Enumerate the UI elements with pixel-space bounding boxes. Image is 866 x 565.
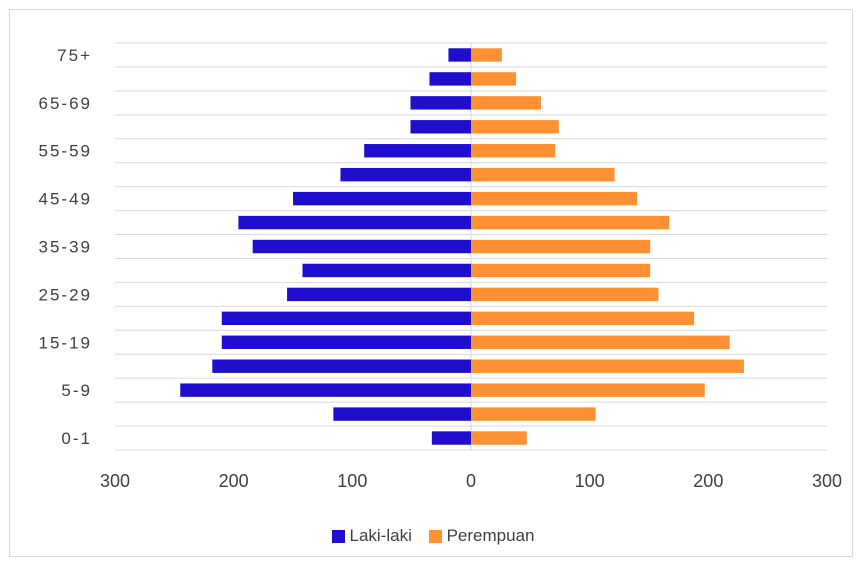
y-tick-label: 75+ <box>57 46 92 65</box>
y-tick-label: 25-29 <box>39 285 92 304</box>
x-tick-label: 200 <box>693 471 723 491</box>
bar-laki-laki-35-39 <box>252 239 471 254</box>
bar-perempuan-10-14 <box>471 359 744 373</box>
bar-perempuan-0-1 <box>471 431 527 445</box>
y-axis-labels: 0-1 5-9 15-19 25-29 35-39 45-49 55-59 65-69 75+ <box>39 46 92 448</box>
bar-perempuan-70-74 <box>471 72 517 86</box>
y-tick-label: 65-69 <box>39 94 92 113</box>
bar-laki-laki-2-4 <box>333 407 471 421</box>
bar-perempuan-40-44 <box>471 215 670 230</box>
bar-perempuan-55-59 <box>471 144 556 158</box>
legend: Laki-laki Perempuan <box>0 526 866 548</box>
y-tick-label: 5-9 <box>61 381 92 400</box>
bars <box>180 48 744 445</box>
bar-perempuan-15-19 <box>471 335 730 349</box>
bar-laki-laki-75+ <box>448 48 471 62</box>
y-tick-label: 55-59 <box>39 142 92 161</box>
legend-swatch-laki-laki <box>331 529 345 543</box>
x-tick-label: 300 <box>812 471 842 491</box>
legend-label-laki-laki: Laki-laki <box>349 526 412 545</box>
legend-swatch-perempuan <box>428 529 442 543</box>
bar-perempuan-20-24 <box>471 311 695 326</box>
bar-perempuan-35-39 <box>471 239 651 254</box>
bar-laki-laki-65-69 <box>410 96 471 110</box>
x-tick-label: 0 <box>466 471 476 491</box>
bar-perempuan-5-9 <box>471 383 705 397</box>
bar-perempuan-30-34 <box>471 263 651 278</box>
bar-laki-laki-55-59 <box>364 144 471 158</box>
bar-perempuan-60-64 <box>471 120 559 134</box>
x-axis-labels: 300 200 100 0 100 200 300 <box>100 471 842 491</box>
y-tick-label: 35-39 <box>39 238 92 257</box>
bar-laki-laki-60-64 <box>410 120 471 134</box>
bar-laki-laki-15-19 <box>221 335 471 349</box>
bar-laki-laki-30-34 <box>302 263 471 278</box>
legend-label-perempuan: Perempuan <box>446 526 535 545</box>
bar-laki-laki-70-74 <box>429 72 471 86</box>
y-tick-label: 15-19 <box>39 333 92 352</box>
y-tick-label: 45-49 <box>39 190 92 209</box>
bar-perempuan-75+ <box>471 48 502 62</box>
x-tick-label: 300 <box>100 471 130 491</box>
x-tick-label: 200 <box>219 471 249 491</box>
bar-perempuan-65-69 <box>471 96 542 110</box>
bar-laki-laki-5-9 <box>180 383 471 397</box>
legend-item-laki-laki: Laki-laki <box>331 526 412 546</box>
bar-laki-laki-45-49 <box>293 191 471 206</box>
bar-laki-laki-25-29 <box>287 287 471 302</box>
bar-perempuan-25-29 <box>471 287 659 302</box>
bar-perempuan-50-54 <box>471 167 615 182</box>
bar-perempuan-45-49 <box>471 191 638 206</box>
bar-laki-laki-40-44 <box>238 215 471 230</box>
bar-laki-laki-20-24 <box>221 311 471 326</box>
bar-laki-laki-50-54 <box>340 167 471 182</box>
y-tick-label: 0-1 <box>61 429 92 448</box>
bar-laki-laki-0-1 <box>431 431 471 445</box>
x-tick-label: 100 <box>337 471 367 491</box>
legend-item-perempuan: Perempuan <box>428 526 535 546</box>
x-tick-label: 100 <box>575 471 605 491</box>
bar-laki-laki-10-14 <box>212 359 471 373</box>
bar-perempuan-2-4 <box>471 407 596 421</box>
